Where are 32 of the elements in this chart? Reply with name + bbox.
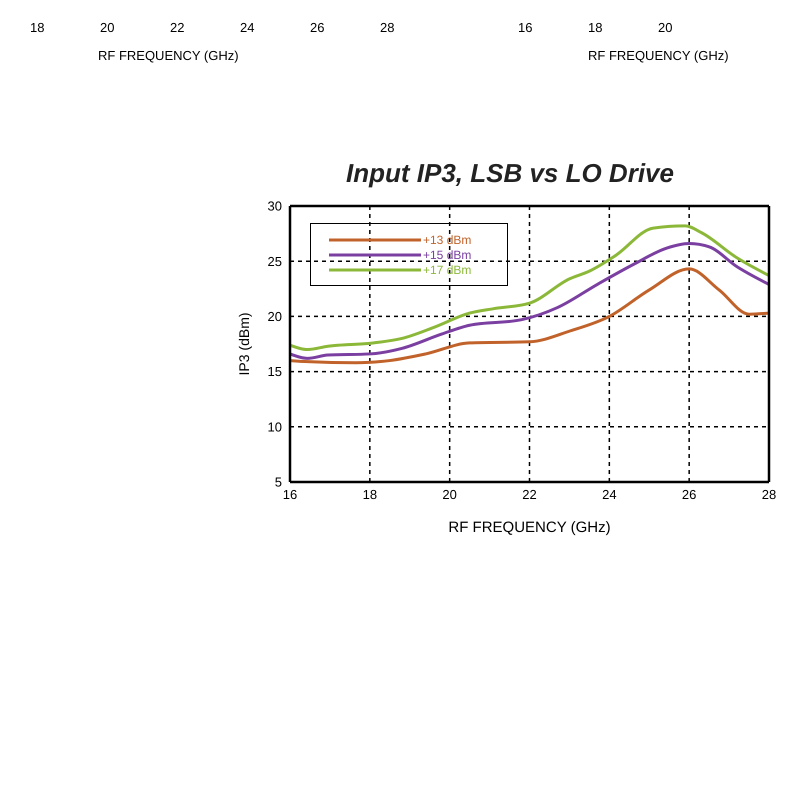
y-tick-label: 5 [274,474,282,490]
text: 16 [518,20,532,35]
line-series [290,224,769,352]
text: +13 dBm [423,232,472,246]
x-tick-label: 24 [602,487,617,502]
x-tick-label: 28 [762,487,776,502]
text: 20 [658,20,672,35]
chart-title: Input IP3, LSB vs LO Drive [345,158,675,189]
x-tick-label: 22 [522,487,537,502]
x-tick-label: 26 [682,487,696,502]
text: +15 dBm [423,248,472,262]
text: 22 [170,20,184,35]
y-tick-label: 20 [268,309,282,324]
text: 18 [588,20,602,35]
text: +17 dBm [423,262,472,276]
y-tick-label: 10 [268,419,282,434]
text: 26 [310,20,324,35]
y-axis-title: IP3 (dBm) [236,312,252,376]
line-series [290,267,769,364]
text: RF FREQUENCY (GHz) [588,48,729,63]
text: 24 [240,20,254,35]
y-tick-label: 30 [268,198,282,214]
text: RF FREQUENCY (GHz) [98,48,239,63]
text: 18 [30,20,44,35]
x-tick-label: 20 [442,487,457,502]
y-tick-label: 15 [268,364,282,380]
text: 20 [100,20,114,35]
x-axis-title: RF FREQUENCY (GHz) [448,519,611,536]
x-tick-label: 18 [362,487,378,502]
text: 28 [380,20,394,35]
x-tick-label: 16 [282,487,298,502]
y-tick-label: 25 [268,254,282,269]
